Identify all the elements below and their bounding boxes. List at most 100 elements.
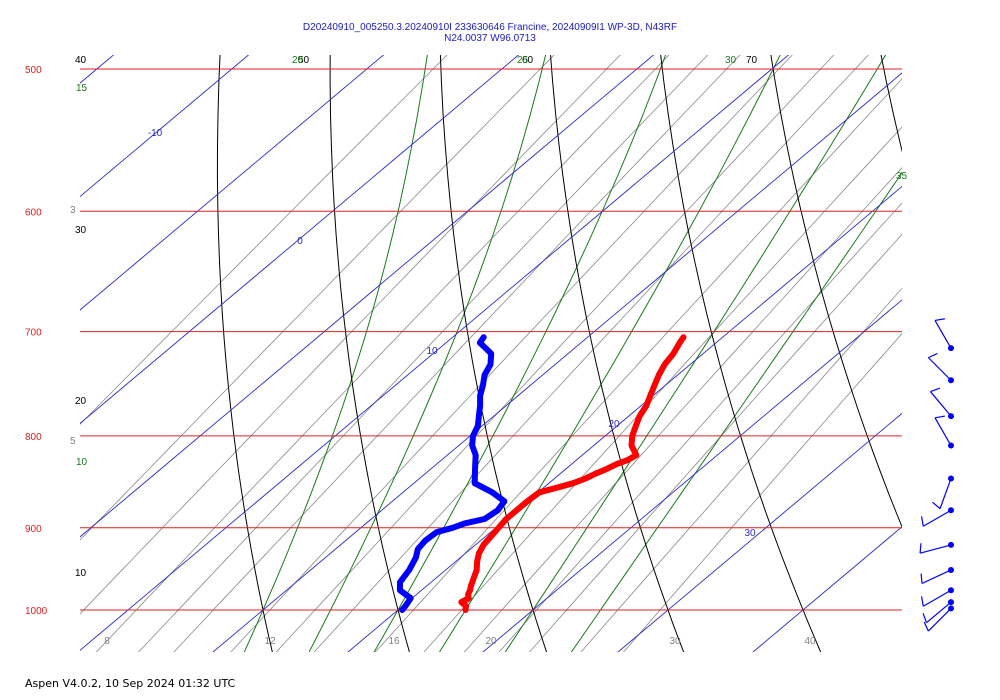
isobar-label-900: 900 [25, 524, 42, 535]
isotherm-30 [482, 299, 902, 652]
bottom-temp-label-40: 40 [804, 636, 816, 647]
temperature-profile [458, 334, 687, 613]
moist-adiabat-10 [243, 55, 428, 652]
isotherm-label-20: 20 [608, 419, 620, 430]
wind-barb-flag [919, 543, 922, 554]
moist-adiabat-label-20: 20 [292, 55, 304, 66]
mixing-ratio-line-20 [423, 126, 902, 652]
mixing-ratio-line-1 [80, 55, 448, 425]
wind-barb-dot [948, 345, 954, 352]
bottom-temp-label-20: 20 [485, 636, 497, 647]
wind-barb-staff [934, 320, 952, 349]
wind-barb-6 [919, 541, 954, 554]
isotherm-label-10: 10 [426, 346, 438, 357]
wind-barb-flag [920, 596, 924, 607]
wind-barb-2 [929, 387, 954, 420]
bottom-temp-label-12: 12 [264, 636, 276, 647]
moist-adiabat-label-15: 15 [76, 83, 88, 94]
wind-barb-staff [926, 601, 952, 624]
mixing-ratio-line-48 [623, 333, 902, 652]
isotherm--30 [80, 55, 385, 311]
footer-version: Aspen V4.0.2, 10 Sep 2024 01:32 UTC [25, 677, 236, 690]
moist-adiabat-30 [504, 55, 887, 652]
dry-adiabat-40 [550, 55, 685, 652]
isotherm--20 [80, 55, 520, 425]
moist-adiabat-20 [373, 55, 667, 652]
wind-barb-3 [934, 415, 954, 449]
dry-adiabat-label-30: 30 [75, 225, 87, 236]
mixing-ratio-line-6 [173, 55, 741, 652]
wind-barb-9 [922, 599, 954, 624]
wind-barb-0 [934, 318, 954, 352]
moist-adiabat-15 [308, 55, 547, 652]
moist-adiabat-25 [438, 55, 781, 652]
wind-barb-flag [930, 387, 941, 393]
wind-barb-flag [934, 415, 945, 419]
wind-barb-dot [948, 475, 954, 482]
wind-barb-dot [948, 541, 954, 548]
wind-barb-dot [948, 377, 954, 384]
dry-adiabat-label-20: 20 [75, 396, 87, 407]
mixing-ratio-line-4 [95, 55, 670, 652]
isotherm--50 [80, 55, 115, 84]
dry-adiabat-label-70: 70 [746, 55, 758, 66]
wind-barb-staff [919, 544, 952, 554]
wind-barb-dot [948, 413, 954, 420]
bottom-temp-label-8: 8 [104, 636, 110, 647]
isobar-label-700: 700 [25, 328, 42, 339]
mixing-ratio-line-8 [230, 55, 793, 652]
moist-adiabat-label-30: 30 [725, 55, 737, 66]
wind-barb-dot [948, 566, 954, 573]
mixing-ratio-line-16 [374, 78, 902, 652]
isotherm-label-0: 0 [297, 236, 303, 247]
wind-barb-5 [920, 507, 954, 527]
dry-adiabat-10 [216, 55, 273, 652]
isobar-label-800: 800 [25, 432, 42, 443]
wind-barb-flag [920, 573, 923, 584]
mixing-ratio-line-5 [138, 55, 709, 652]
isotherm-label-30: 30 [744, 528, 756, 539]
wind-barb-dot [948, 507, 954, 514]
wind-barb-4 [932, 475, 954, 510]
wind-barb-staff [922, 509, 952, 527]
wind-barb-staff [929, 391, 952, 417]
isobar-label-600: 600 [25, 207, 42, 218]
isotherm-50 [752, 526, 902, 652]
wind-barb-flag [932, 501, 941, 510]
mixing-ratio-line-3 [80, 55, 621, 615]
chart-title: D20240910_005250.3.20240910I 233630646 F… [80, 22, 900, 44]
wind-barb-8 [920, 587, 954, 607]
dry-adiabat-30 [439, 55, 548, 652]
title-line-2: N24.0037 W96.0713 [444, 33, 536, 44]
dewpoint-profile [396, 334, 508, 613]
moist-adiabat-label-10: 10 [76, 457, 88, 468]
wind-barb-dot [948, 442, 954, 449]
wind-barb-flag [934, 318, 945, 322]
mixing-ratio-label-5: 5 [70, 436, 76, 447]
bottom-temp-label-16: 16 [388, 636, 400, 647]
wind-barb-flag [920, 516, 924, 527]
wind-barb-10 [923, 605, 954, 632]
mixing-ratio-line-32 [529, 233, 902, 652]
wind-barb-dot [948, 599, 954, 606]
isotherm-0 [80, 55, 790, 651]
bottom-temp-label-30: 30 [669, 636, 681, 647]
dry-adiabat-label-60: 60 [522, 55, 534, 66]
dry-adiabat-50 [660, 55, 822, 652]
wind-barb-dot [948, 605, 954, 612]
isobar-label-500: 500 [25, 65, 42, 76]
wind-barb-flag [923, 621, 929, 632]
isotherm--10 [80, 55, 655, 538]
dry-adiabat-70 [880, 55, 902, 153]
wind-barb-7 [920, 566, 954, 585]
dry-adiabat-label-10: 10 [75, 568, 87, 579]
wind-barb-dot [948, 587, 954, 594]
wind-barb-staff [934, 417, 952, 446]
mixing-ratio-line-24 [463, 167, 902, 652]
wind-barb-staff [921, 569, 952, 585]
isobar-label-1000: 1000 [25, 606, 48, 617]
mixing-ratio-label-3: 3 [70, 205, 76, 216]
title-line-1: D20240910_005250.3.20240910I 233630646 F… [302, 22, 678, 33]
wind-barb-staff [922, 589, 952, 607]
